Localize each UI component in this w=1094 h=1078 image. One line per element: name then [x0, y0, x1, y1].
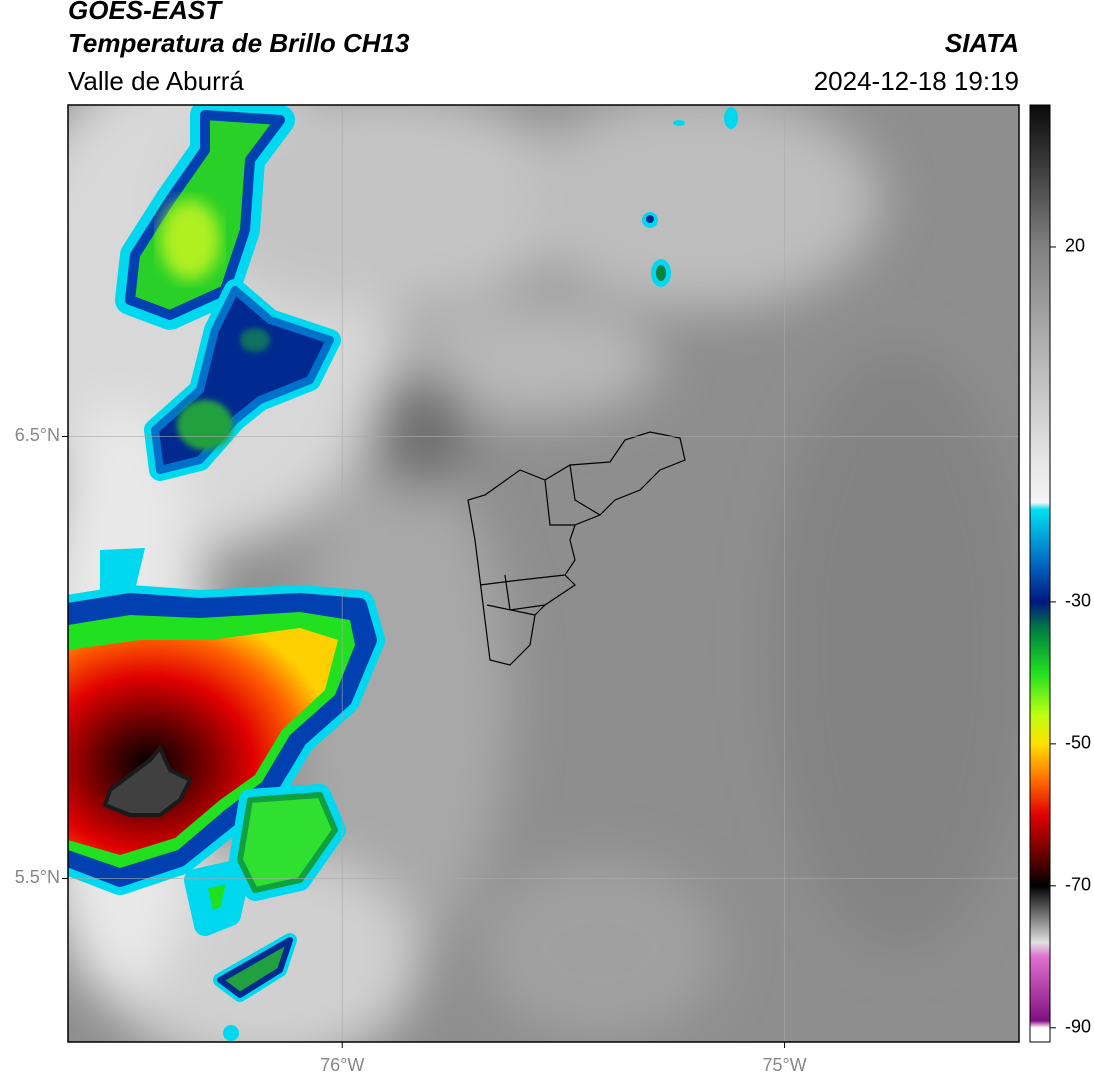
colorbar-tick-label: -90	[1065, 1017, 1091, 1037]
map-frame	[67, 104, 1020, 1043]
colorbar-tick-label: -50	[1065, 733, 1091, 753]
source: SIATA	[945, 28, 1019, 58]
lat-tick-label: 6.5°N	[15, 425, 60, 445]
timestamp: 2024-12-18 19:19	[814, 66, 1019, 96]
valley-boundary	[467, 431, 686, 666]
colorbar-tick-label: 20	[1065, 236, 1085, 256]
grid	[68, 105, 1019, 1042]
lon-tick-label: 76°W	[320, 1055, 364, 1075]
cloud-south	[184, 107, 738, 1041]
cloud-top-b	[144, 279, 341, 481]
colorbar-tick-label: -70	[1065, 875, 1091, 895]
lat-tick-label: 5.5°N	[15, 867, 60, 887]
title: GOES-EAST	[68, 0, 223, 25]
colorbar	[1029, 104, 1051, 1043]
cloud-top-a	[115, 105, 295, 330]
cloud-storm	[68, 548, 385, 895]
lon-tick-label: 75°W	[762, 1055, 806, 1075]
subtitle: Temperatura de Brillo CH13	[68, 28, 410, 58]
region: Valle de Aburrá	[68, 66, 244, 96]
colorbar-tick-label: -30	[1065, 591, 1091, 611]
satellite-image	[68, 105, 1019, 1042]
